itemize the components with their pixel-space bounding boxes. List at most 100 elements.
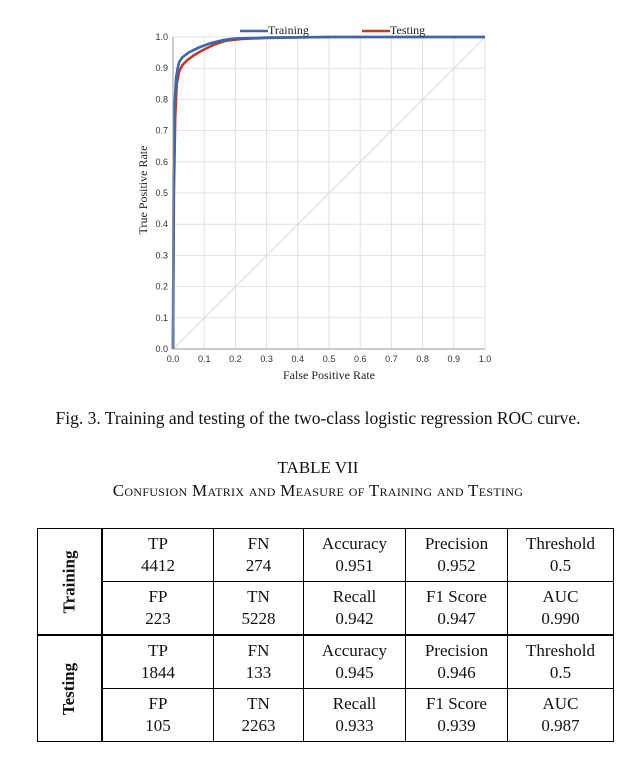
table-cell: TN 2263 [212, 688, 304, 742]
cell-metric-name: Accuracy [321, 641, 388, 660]
cell-metric-name: Precision [424, 534, 489, 553]
cell-metric-value: 274 [245, 556, 272, 575]
table-cell: F1 Score 0.939 [404, 688, 508, 742]
y-tick-label: 0.5 [155, 188, 168, 198]
cell-metric-name: TN [247, 694, 270, 713]
cell-metric-value: 0.5 [549, 663, 572, 682]
table-cell: AUC 0.987 [506, 688, 614, 742]
table-cell: TP 1844 [101, 634, 214, 689]
cell-metric-value: 4412 [140, 556, 175, 575]
cell-metric-name: FP [148, 587, 168, 606]
cell-metric-value: 0.951 [335, 556, 374, 575]
table-cell: FP 105 [101, 688, 214, 742]
table-cell: TP 4412 [101, 528, 214, 582]
cell-metric-value: 0.939 [437, 716, 476, 735]
legend-label-training: Training [268, 23, 309, 37]
x-tick-label: 0.1 [198, 354, 211, 364]
group-label: Testing [59, 662, 79, 715]
cell-metric-value: 0.947 [437, 609, 476, 628]
x-tick-label: 0.9 [448, 354, 461, 364]
table-row: FP 105 TN 2263 Recall 0.933 F1 Score 0.939 AUC 0.… [38, 688, 614, 742]
table-cell: Recall 0.933 [302, 688, 406, 742]
table-title: TABLE VII [277, 458, 359, 477]
x-tick-label: 0.2 [229, 354, 242, 364]
x-tick-label: 0.0 [167, 354, 180, 364]
x-tick-label: 1.0 [479, 354, 492, 364]
x-tick-label: 0.7 [385, 354, 398, 364]
y-tick-label: 0.8 [155, 94, 168, 104]
table-cell: Threshold 0.5 [506, 634, 614, 689]
cell-metric-value: 0.945 [335, 663, 374, 682]
x-tick-label: 0.5 [323, 354, 336, 364]
chart-series [171, 35, 485, 350]
cell-metric-name: Recall [332, 587, 377, 606]
cell-metric-name: AUC [542, 587, 579, 606]
cell-metric-name: Accuracy [321, 534, 388, 553]
roc-curve-training [171, 35, 485, 350]
roc-chart: 0.0 0.1 0.2 0.3 0.4 0.5 0.6 0.7 0.8 0.9 1.0 0.0 0.1 0… [136, 23, 491, 382]
cell-metric-name: TN [247, 587, 270, 606]
table-cell: FN 274 [212, 528, 304, 582]
cell-metric-name: TP [148, 534, 168, 553]
cell-metric-value: 0.933 [335, 716, 374, 735]
cell-metric-value: 105 [145, 716, 171, 735]
cell-metric-name: TP [148, 641, 168, 660]
x-tick-label: 0.4 [292, 354, 305, 364]
table-row: Training TP 4412 FN 274 Accuracy 0.951 Precisio… [36, 528, 614, 636]
cell-metric-name: FN [247, 534, 270, 553]
table-cell: FN 133 [212, 634, 304, 689]
y-tick-label: 0.2 [155, 282, 168, 292]
table-cell: Recall 0.942 [302, 581, 406, 636]
chart-axes [172, 37, 485, 350]
table-subtitle: Confusion Matrix and Measure of Training… [112, 481, 524, 500]
chart-legend: Training Testing [240, 23, 425, 37]
y-tick-label: 0.9 [155, 63, 168, 73]
y-tick-label: 0.1 [155, 313, 168, 323]
cell-metric-value: 0.5 [549, 556, 572, 575]
cell-metric-value: 223 [145, 609, 171, 628]
figure-caption: Fig. 3. Training and testing of the two-… [55, 408, 581, 428]
cell-metric-name: Threshold [526, 534, 595, 553]
chart-tick-labels: 0.0 0.1 0.2 0.3 0.4 0.5 0.6 0.7 0.8 0.9 1.0 0.0 0.1 0… [155, 32, 491, 364]
cell-metric-value: 0.990 [541, 609, 580, 628]
cell-metric-name: FN [247, 641, 270, 660]
cell-metric-name: Recall [332, 694, 377, 713]
diagonal-reference-line [172, 36, 486, 350]
cell-metric-value: 5228 [241, 609, 276, 628]
x-axis-label: False Positive Rate [283, 368, 375, 382]
table-row: Testing TP 1844 FN 133 Accuracy 0.945 Precision… [36, 634, 614, 742]
group-label-cell: Testing [36, 634, 103, 742]
x-tick-label: 0.6 [354, 354, 367, 364]
cell-metric-value: 133 [245, 663, 272, 682]
y-tick-label: 0.3 [155, 250, 168, 260]
cell-metric-value: 0.987 [541, 716, 580, 735]
table-row: FP 223 TN 5228 Recall 0.942 F1 Score 0.947 AUC 0.… [38, 581, 614, 636]
group-label: Training [59, 550, 79, 613]
table-cell: AUC 0.990 [506, 581, 614, 636]
table-cell: Precision 0.946 [404, 634, 508, 689]
cell-metric-name: F1 Score [426, 587, 487, 606]
cell-metric-name: F1 Score [426, 694, 487, 713]
cell-metric-value: 0.942 [335, 609, 374, 628]
cell-metric-value: 1844 [140, 663, 175, 682]
table-cell: Threshold 0.5 [506, 528, 614, 582]
y-tick-label: 0.4 [155, 219, 168, 229]
table-cell: Precision 0.952 [404, 528, 508, 582]
y-tick-label: 0.7 [155, 126, 168, 136]
cell-metric-value: 2263 [241, 716, 276, 735]
table-cell: TN 5228 [212, 581, 304, 636]
y-tick-label: 0.0 [155, 344, 168, 354]
cell-metric-value: 0.952 [437, 556, 476, 575]
table-cell: FP 223 [101, 581, 214, 636]
table-cell: Accuracy 0.945 [302, 634, 406, 689]
y-axis-label: True Positive Rate [136, 146, 150, 235]
legend-label-testing: Testing [390, 23, 425, 37]
x-tick-label: 0.8 [416, 354, 429, 364]
cell-metric-name: AUC [542, 694, 579, 713]
y-tick-label: 0.6 [155, 157, 168, 167]
table-cell: Accuracy 0.951 [302, 528, 406, 582]
cell-metric-name: Threshold [526, 641, 595, 660]
y-tick-label: 1.0 [155, 32, 168, 42]
cell-metric-name: Precision [424, 641, 489, 660]
confusion-matrix-table: Training TP 4412 FN 274 Accuracy 0.951 Precisio… [36, 528, 614, 742]
